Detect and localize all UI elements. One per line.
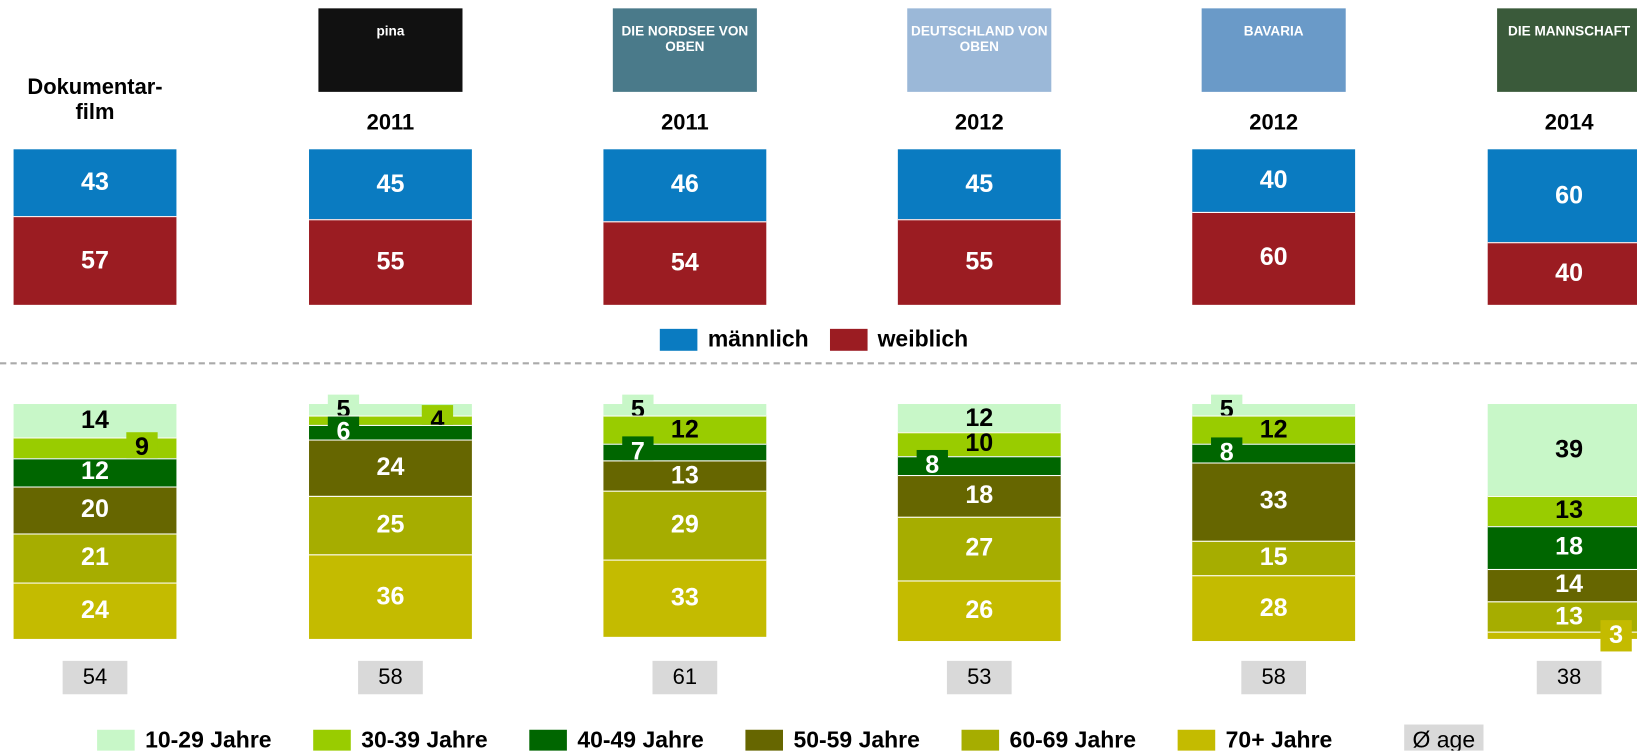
data-label: 15 (1192, 540, 1355, 575)
data-label: 3 (1600, 620, 1631, 651)
data-label: 54 (603, 221, 766, 305)
poster: BAVARIA (1202, 8, 1346, 92)
poster: DIE NORDSEE VON OBEN (613, 8, 757, 92)
data-label: 24 (14, 583, 177, 639)
legend-swatch (1178, 729, 1216, 750)
poster: DIE MANNSCHAFT (1497, 8, 1637, 92)
legend-label: weiblich (878, 326, 969, 353)
legend-swatch (830, 328, 868, 350)
data-label: 45 (898, 149, 1061, 219)
data-label: 55 (309, 219, 472, 305)
data-label: 45 (309, 149, 472, 219)
data-label: 40 (1488, 243, 1637, 305)
data-label: 27 (898, 517, 1061, 580)
data-label: 40 (1192, 149, 1355, 211)
poster: DEUTSCHLAND VON OBEN (907, 8, 1051, 92)
chart: Dokumentar-film20112011201220122014pinaD… (0, 0, 1637, 751)
legend-label: 30-39 Jahre (361, 727, 487, 751)
legend-swatch (313, 729, 351, 750)
legend-label: 60-69 Jahre (1010, 727, 1136, 751)
separator (0, 362, 1637, 364)
poster: pina (318, 8, 462, 92)
legend-item: 50-59 Jahre (745, 727, 961, 751)
data-label: 13 (1488, 496, 1637, 527)
category-label: 2014 (1496, 111, 1637, 136)
legend-label: 70+ Jahre (1226, 727, 1333, 751)
data-label: 60 (1192, 212, 1355, 305)
data-label: 24 (309, 439, 472, 495)
data-label: 14 (1488, 568, 1637, 601)
data-label: 20 (14, 486, 177, 533)
legend-item: 70+ Jahre (1178, 727, 1394, 751)
category-label: 2012 (906, 111, 1052, 136)
data-label: 57 (14, 216, 177, 305)
data-label: 26 (898, 580, 1061, 641)
category-label: 2011 (612, 111, 758, 136)
legend-swatch (97, 729, 135, 750)
data-label: 25 (309, 496, 472, 555)
avg-age: 54 (63, 661, 128, 694)
legend-item: 10-29 Jahre (97, 727, 313, 751)
legend: 10-29 Jahre 30-39 Jahre 40-49 Jahre 50-59 J… (97, 725, 1483, 751)
data-label: 21 (14, 533, 177, 582)
data-label: 12 (898, 404, 1061, 432)
avg-age: 38 (1537, 661, 1602, 694)
legend-label: 40-49 Jahre (577, 727, 703, 751)
data-label: 28 (1192, 576, 1355, 642)
category-label: Dokumentar-film (22, 75, 168, 125)
avg-age: 58 (358, 661, 423, 694)
legend-swatch (529, 729, 567, 750)
legend-swatch (660, 328, 698, 350)
legend-label: 10-29 Jahre (145, 727, 271, 751)
category-label: 2012 (1201, 111, 1347, 136)
data-label: 29 (603, 491, 766, 559)
data-label: 46 (603, 149, 766, 221)
legend-avg: Ø age (1404, 725, 1483, 751)
data-label: 33 (1192, 463, 1355, 541)
data-label: 18 (898, 474, 1061, 516)
data-label: 12 (14, 458, 177, 486)
legend: männlich weiblich (660, 326, 989, 353)
legend-item: 30-39 Jahre (313, 727, 529, 751)
avg-age: 53 (947, 661, 1012, 694)
data-label: 13 (603, 460, 766, 491)
data-label: 60 (1488, 149, 1637, 242)
data-label: 33 (603, 559, 766, 637)
legend-item: weiblich (830, 326, 969, 353)
category-label: 2011 (317, 111, 463, 136)
data-label: 39 (1488, 404, 1637, 496)
data-label: 36 (309, 554, 472, 639)
data-label: 43 (14, 149, 177, 216)
avg-age: 61 (653, 661, 718, 694)
legend-swatch (745, 729, 783, 750)
data-label: 55 (898, 219, 1061, 305)
legend-label: 50-59 Jahre (793, 727, 919, 751)
data-label: 18 (1488, 526, 1637, 568)
legend-swatch (962, 729, 1000, 750)
legend-item: 60-69 Jahre (962, 727, 1178, 751)
legend-item: 40-49 Jahre (529, 727, 745, 751)
legend-label: männlich (708, 326, 809, 353)
legend-item: männlich (660, 326, 809, 353)
avg-age: 58 (1241, 661, 1306, 694)
